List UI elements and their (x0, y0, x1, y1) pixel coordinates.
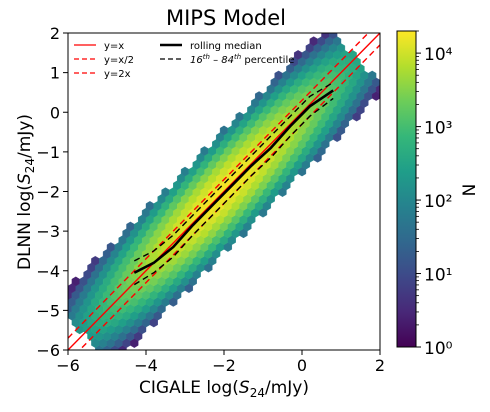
colorbar-label: N (460, 184, 480, 197)
hexbin-cell (368, 70, 377, 81)
x-axis-ticks: −6 −4 −2 0 2 (56, 350, 385, 375)
y-tick-label: −2 (36, 183, 60, 202)
hexbin-cell (161, 187, 170, 197)
hexbin-cell (145, 201, 155, 211)
colorbar-tick-label: 10⁴ (424, 45, 453, 65)
percentile-84-line (133, 81, 334, 262)
reference-line-y-x (68, 33, 380, 350)
hexbin-cell (294, 50, 303, 60)
y-axis-label: DLNN log(S24/mJy) (15, 114, 37, 270)
hexbin-cell (91, 255, 100, 266)
y-tick-label: −5 (36, 301, 60, 320)
hexbin-cell (309, 36, 318, 46)
hexbin-cell (106, 242, 116, 252)
reference-line-y-2x (68, 33, 370, 339)
y-tick-label: 2 (50, 24, 60, 43)
hexbin-cell (329, 33, 338, 40)
x-tick-label: −4 (134, 356, 158, 375)
hexbin-cell (254, 91, 264, 101)
legend-label: y=2x (104, 69, 131, 80)
legend-label: 16th – 84th percentile (190, 53, 294, 66)
x-tick-label: 2 (375, 356, 385, 375)
hexbin-cell (180, 166, 190, 177)
x-tick-label: −2 (212, 356, 236, 375)
hexbin-cell (71, 276, 80, 287)
colorbar-tick-label: 10⁰ (424, 339, 453, 359)
y-tick-label: −6 (36, 341, 60, 360)
hexbin-cell (321, 33, 330, 40)
y-tick-label: 1 (50, 64, 60, 83)
y-tick-label: −4 (36, 262, 60, 281)
y-tick-label: 0 (50, 103, 60, 122)
hexbin-cell (219, 125, 229, 136)
x-axis-label: CIGALE log(S24/mJy) (139, 378, 309, 400)
x-tick-label: −6 (56, 356, 80, 375)
colorbar-tick-label: 10³ (424, 119, 452, 139)
colorbar-ticks: 10⁰ 10¹ 10² 10³ 10⁴ (416, 30, 453, 359)
chart-title: MIPS Model (166, 6, 286, 30)
statistic-lines (133, 81, 334, 286)
hexbin-cell (126, 221, 135, 232)
percentile-16-line (133, 97, 334, 286)
hexbin-layer (68, 33, 380, 350)
y-tick-label: −1 (36, 143, 60, 162)
legend-label: rolling median (190, 41, 262, 52)
legend-label: y=x (104, 41, 124, 52)
hexbin-cell (274, 70, 283, 81)
y-tick-label: −3 (36, 222, 60, 241)
legend-label: y=x/2 (104, 55, 134, 66)
hexbin-cell (200, 146, 209, 156)
colorbar-tick-label: 10² (424, 192, 452, 212)
x-tick-label: 0 (297, 356, 307, 375)
y-axis-ticks: −6 −5 −4 −3 −2 −1 0 1 2 (36, 24, 68, 360)
rolling-median-line (133, 89, 334, 274)
colorbar (396, 30, 417, 348)
hexbin-cell (375, 84, 380, 95)
hexbin-cell (235, 111, 244, 122)
colorbar-tick-label: 10¹ (424, 266, 452, 286)
